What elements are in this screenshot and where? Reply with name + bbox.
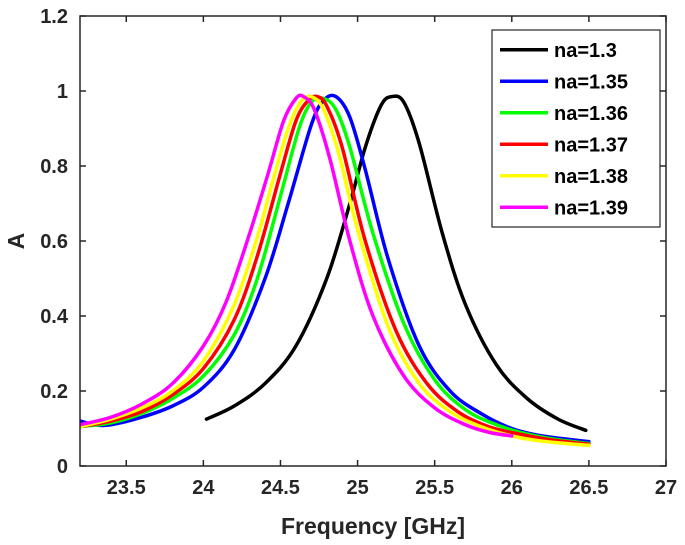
y-tick-label: 1 <box>57 81 68 103</box>
series-group <box>80 93 591 448</box>
x-tick-label: 25 <box>346 477 368 499</box>
legend-label-na-1-3: na=1.3 <box>554 40 617 62</box>
series-line-na-1-37 <box>80 94 591 446</box>
y-tick-label: 1.2 <box>40 6 68 28</box>
y-tick-label: 0.4 <box>40 306 69 328</box>
x-axis-title: Frequency [GHz] <box>281 513 465 539</box>
legend-label-na-1-36: na=1.36 <box>554 103 628 125</box>
x-tick-label: 23.5 <box>107 477 146 499</box>
y-tick-label: 0.2 <box>40 381 68 403</box>
series-line-na-1-39 <box>80 93 514 438</box>
y-tick-label: 0 <box>57 456 68 478</box>
y-tick-label: 0.8 <box>40 156 68 178</box>
series-line-na-1-38 <box>80 94 591 448</box>
x-tick-label: 26.5 <box>569 477 608 499</box>
x-tick-label: 24.5 <box>261 477 300 499</box>
x-tick-label: 25.5 <box>415 477 454 499</box>
legend-label-na-1-35: na=1.35 <box>554 71 628 93</box>
legend-label-na-1-37: na=1.37 <box>554 134 628 156</box>
y-tick-label: 0.6 <box>40 231 68 253</box>
x-tick-label: 26 <box>501 477 523 499</box>
x-tick-label: 27 <box>655 477 677 499</box>
legend-box <box>491 29 661 228</box>
y-axis-title: A <box>3 233 29 250</box>
x-tick-label: 24 <box>192 477 215 499</box>
axes: 23.5 24 24.5 25 25.5 26 26.5 27 0 0.2 0.4 0.6 0.8 1 1.… <box>3 6 677 539</box>
series-line-na-1-3 <box>204 94 588 433</box>
legend-label-na-1-39: na=1.39 <box>554 197 628 219</box>
legend-label-na-1-38: na=1.38 <box>554 166 628 188</box>
legend: na=1.3 na=1.35 na=1.36 na=1.37 na=1.38 na=1.3… <box>491 29 661 228</box>
